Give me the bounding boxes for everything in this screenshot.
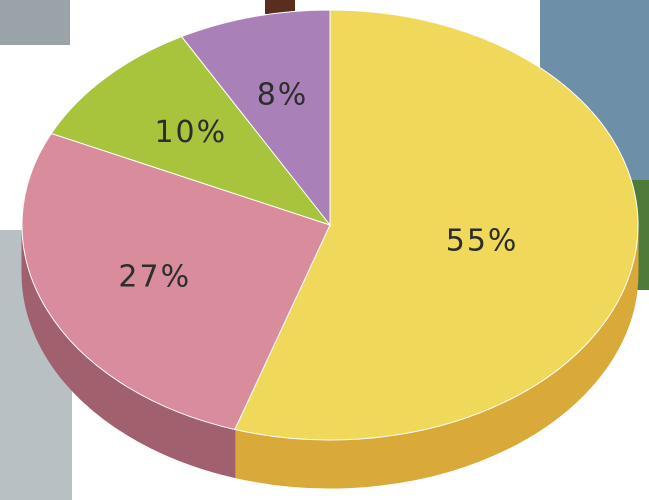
slice-label: 10% [154,115,227,150]
slice [21,132,331,431]
slice [234,9,639,441]
pie: 55% 27% 10% 8% [21,9,639,489]
photo-left-top [0,0,70,45]
slice-label: 8% [257,77,309,112]
slice [180,9,331,227]
slice-label: 55% [446,223,519,258]
photo-top [265,0,295,14]
slice [50,35,332,226]
slice-label: 27% [118,259,191,294]
